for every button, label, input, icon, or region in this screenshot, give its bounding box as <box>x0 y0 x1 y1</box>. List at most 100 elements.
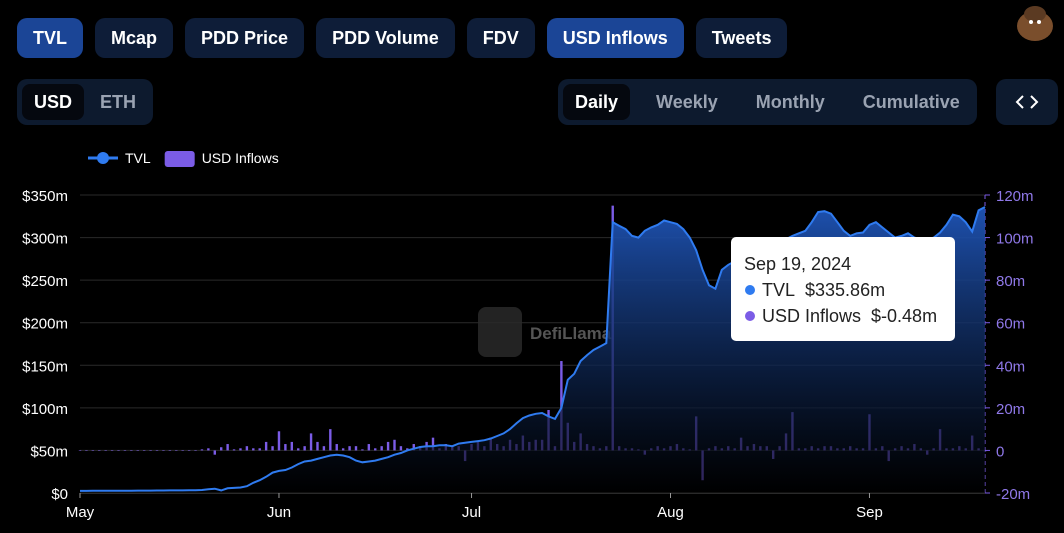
inflow-bar <box>374 448 377 451</box>
inflow-bar <box>142 450 146 451</box>
inflow-bar <box>162 450 165 451</box>
inflow-bar <box>104 450 107 451</box>
tab-bar: TVL Mcap PDD Price PDD Volume FDV USD Inflows… <box>17 18 788 58</box>
legend-dot <box>97 152 109 164</box>
tooltip-box <box>731 237 955 341</box>
tooltip-value: $335.86m <box>805 280 885 300</box>
embed-button[interactable] <box>996 79 1058 125</box>
inflow-bar <box>91 450 95 451</box>
y2-tick-label: -20m <box>996 486 1030 503</box>
y2-tick-label: 80m <box>996 273 1025 290</box>
tab[interactable]: Mcap <box>95 18 174 58</box>
inflow-bar <box>78 450 82 451</box>
y2-tick-label: 20m <box>996 401 1025 418</box>
tab[interactable]: PDD Volume <box>316 18 455 58</box>
inflow-bar <box>284 444 287 451</box>
logo <box>1017 6 1053 41</box>
inflow-bar <box>252 448 255 451</box>
inflow-bar <box>335 444 338 451</box>
inflow-bar <box>329 429 332 451</box>
inflow-bar <box>354 446 358 451</box>
inflow-bar <box>393 439 396 451</box>
watermark: DefiLlama <box>530 324 612 343</box>
inflow-bar <box>380 446 383 451</box>
tooltip-value: $-0.48m <box>871 306 937 326</box>
y2-tick-label: 60m <box>996 316 1025 333</box>
tab[interactable]: PDD Price <box>185 18 305 58</box>
inflow-bar <box>220 447 223 451</box>
tooltip-dot <box>745 311 755 321</box>
inflow-bar <box>187 450 191 451</box>
tab[interactable]: Tweets <box>695 18 788 58</box>
period-option[interactable]: Monthly <box>755 92 825 112</box>
inflow-bar <box>399 446 403 451</box>
tab[interactable]: FDV <box>466 18 535 58</box>
y-tick-label: $300m <box>22 231 68 248</box>
inflow-bar <box>277 431 281 451</box>
tab[interactable]: TVL <box>17 18 83 58</box>
period-option[interactable]: Daily <box>563 84 631 120</box>
inflow-bar <box>361 449 364 451</box>
inflow-bar <box>194 450 197 451</box>
inflow-bar <box>207 448 210 451</box>
x-tick-label: May <box>66 504 95 521</box>
y-tick-label: $200m <box>22 316 68 333</box>
inflow-bar <box>341 448 345 451</box>
denomination-toggle: USD ETH <box>17 79 154 125</box>
y2-tick-label: 120m <box>996 188 1034 205</box>
y2-tick-label: 40m <box>996 358 1025 375</box>
tooltip-date: Sep 19, 2024 <box>744 254 851 274</box>
inflow-bar <box>181 450 184 451</box>
period-option[interactable]: Cumulative <box>862 92 960 112</box>
tooltip-name: USD Inflows <box>762 306 861 326</box>
inflow-bar <box>303 446 306 451</box>
inflow-bar <box>213 450 216 455</box>
tooltip-dot <box>745 285 755 295</box>
denomination-option[interactable]: ETH <box>100 92 137 112</box>
inflow-bar <box>367 444 371 451</box>
inflow-bar <box>155 450 159 451</box>
legend-label: TVL <box>125 150 151 166</box>
x-tick-label: Aug <box>657 504 684 521</box>
denomination-option[interactable]: USD <box>22 84 85 120</box>
inflow-bar <box>297 448 300 451</box>
inflow-bar <box>226 444 229 451</box>
y-tick-label: $250m <box>22 273 68 290</box>
y-tick-label: $50m <box>30 443 68 460</box>
inflow-bar <box>110 450 114 451</box>
inflow-bar <box>431 437 435 451</box>
y2-tick-label: 100m <box>996 231 1034 248</box>
inflow-bar <box>316 441 319 451</box>
tab[interactable]: USD Inflows <box>546 18 684 58</box>
inflow-bar <box>309 433 313 451</box>
y-tick-label: $350m <box>22 188 68 205</box>
tvl-line <box>80 206 986 492</box>
y-tick-label: $150m <box>22 358 68 375</box>
x-tick-label: Jul <box>462 504 481 521</box>
inflow-bar <box>245 446 249 451</box>
y-tick-label: $100m <box>22 401 68 418</box>
inflow-bar <box>232 449 236 451</box>
inflow-bar <box>271 446 274 451</box>
watermark-icon <box>478 307 522 357</box>
inflow-bar <box>264 441 268 451</box>
inflow-bar <box>85 450 88 451</box>
x-tick-label: Sep <box>856 504 883 521</box>
legend-swatch <box>164 151 195 167</box>
inflow-bar <box>200 449 204 451</box>
inflow-bar <box>168 450 172 451</box>
inflow-bar <box>123 450 127 451</box>
y2-tick-label: 0 <box>996 443 1004 460</box>
inflow-bar <box>149 450 152 451</box>
inflow-bar <box>117 450 120 451</box>
inflow-bar <box>175 450 178 451</box>
period-option[interactable]: Weekly <box>656 92 718 112</box>
period-toggle: Daily Weekly Monthly Cumulative <box>558 79 977 125</box>
inflow-bar <box>239 448 242 451</box>
inflow-bar <box>290 441 294 451</box>
inflow-bar <box>386 441 390 451</box>
embed-icon <box>1015 95 1039 109</box>
chart: DefiLlama $0 $50m $100m $150m $200m $250m $300m… <box>22 150 1034 521</box>
inflow-bar <box>98 450 101 451</box>
